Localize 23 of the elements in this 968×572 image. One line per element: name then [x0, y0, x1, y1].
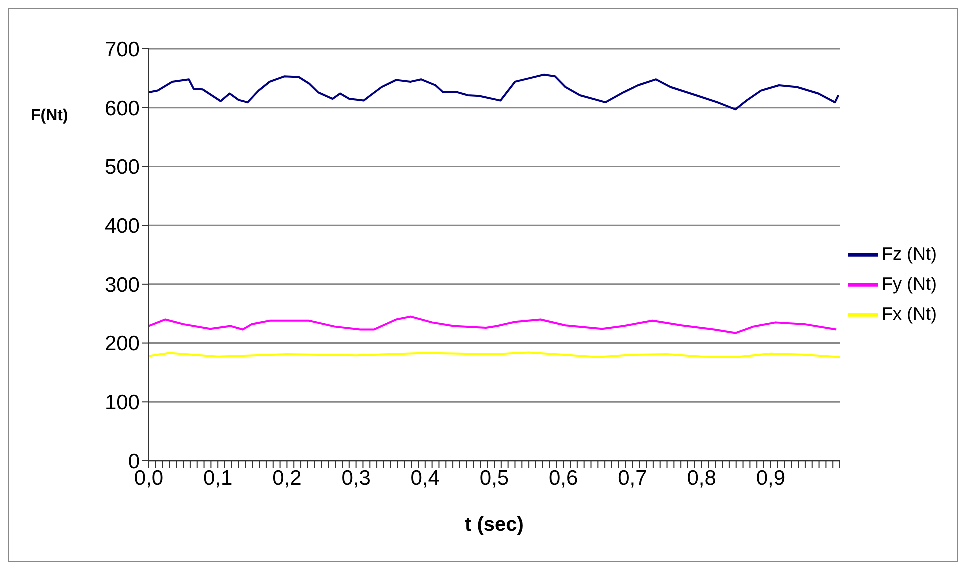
y-tick-label: 100	[104, 392, 140, 415]
y-tick-label: 400	[104, 215, 140, 238]
y-tick-label: 700	[104, 38, 140, 62]
x-tick-label: 0,1	[204, 466, 233, 490]
y-tick-label: 500	[104, 156, 140, 180]
line-series	[149, 316, 838, 334]
x-tick-label: 0,5	[480, 466, 510, 490]
y-tick-label: 200	[104, 332, 140, 356]
x-tick-label: 0,8	[687, 466, 716, 490]
x-tick-label: 0,4	[410, 466, 440, 490]
x-tick-label: 0,2	[272, 466, 302, 490]
x-tick-label: 0,3	[342, 466, 371, 490]
y-tick-label: 300	[104, 274, 140, 297]
y-axis-title: F(Nt)	[31, 107, 68, 124]
legend-label: Fz (Nt)	[882, 244, 937, 264]
x-axis-title: t (sec)	[465, 514, 524, 536]
line-series	[149, 74, 840, 111]
legend-label: Fx (Nt)	[882, 304, 937, 324]
legend-label: Fy (Nt)	[882, 274, 937, 294]
x-tick-label: 0,9	[756, 466, 786, 490]
x-tick-label: 0,7	[618, 466, 648, 490]
x-tick-label: 0,6	[549, 466, 578, 490]
y-tick-label: 600	[104, 97, 140, 120]
